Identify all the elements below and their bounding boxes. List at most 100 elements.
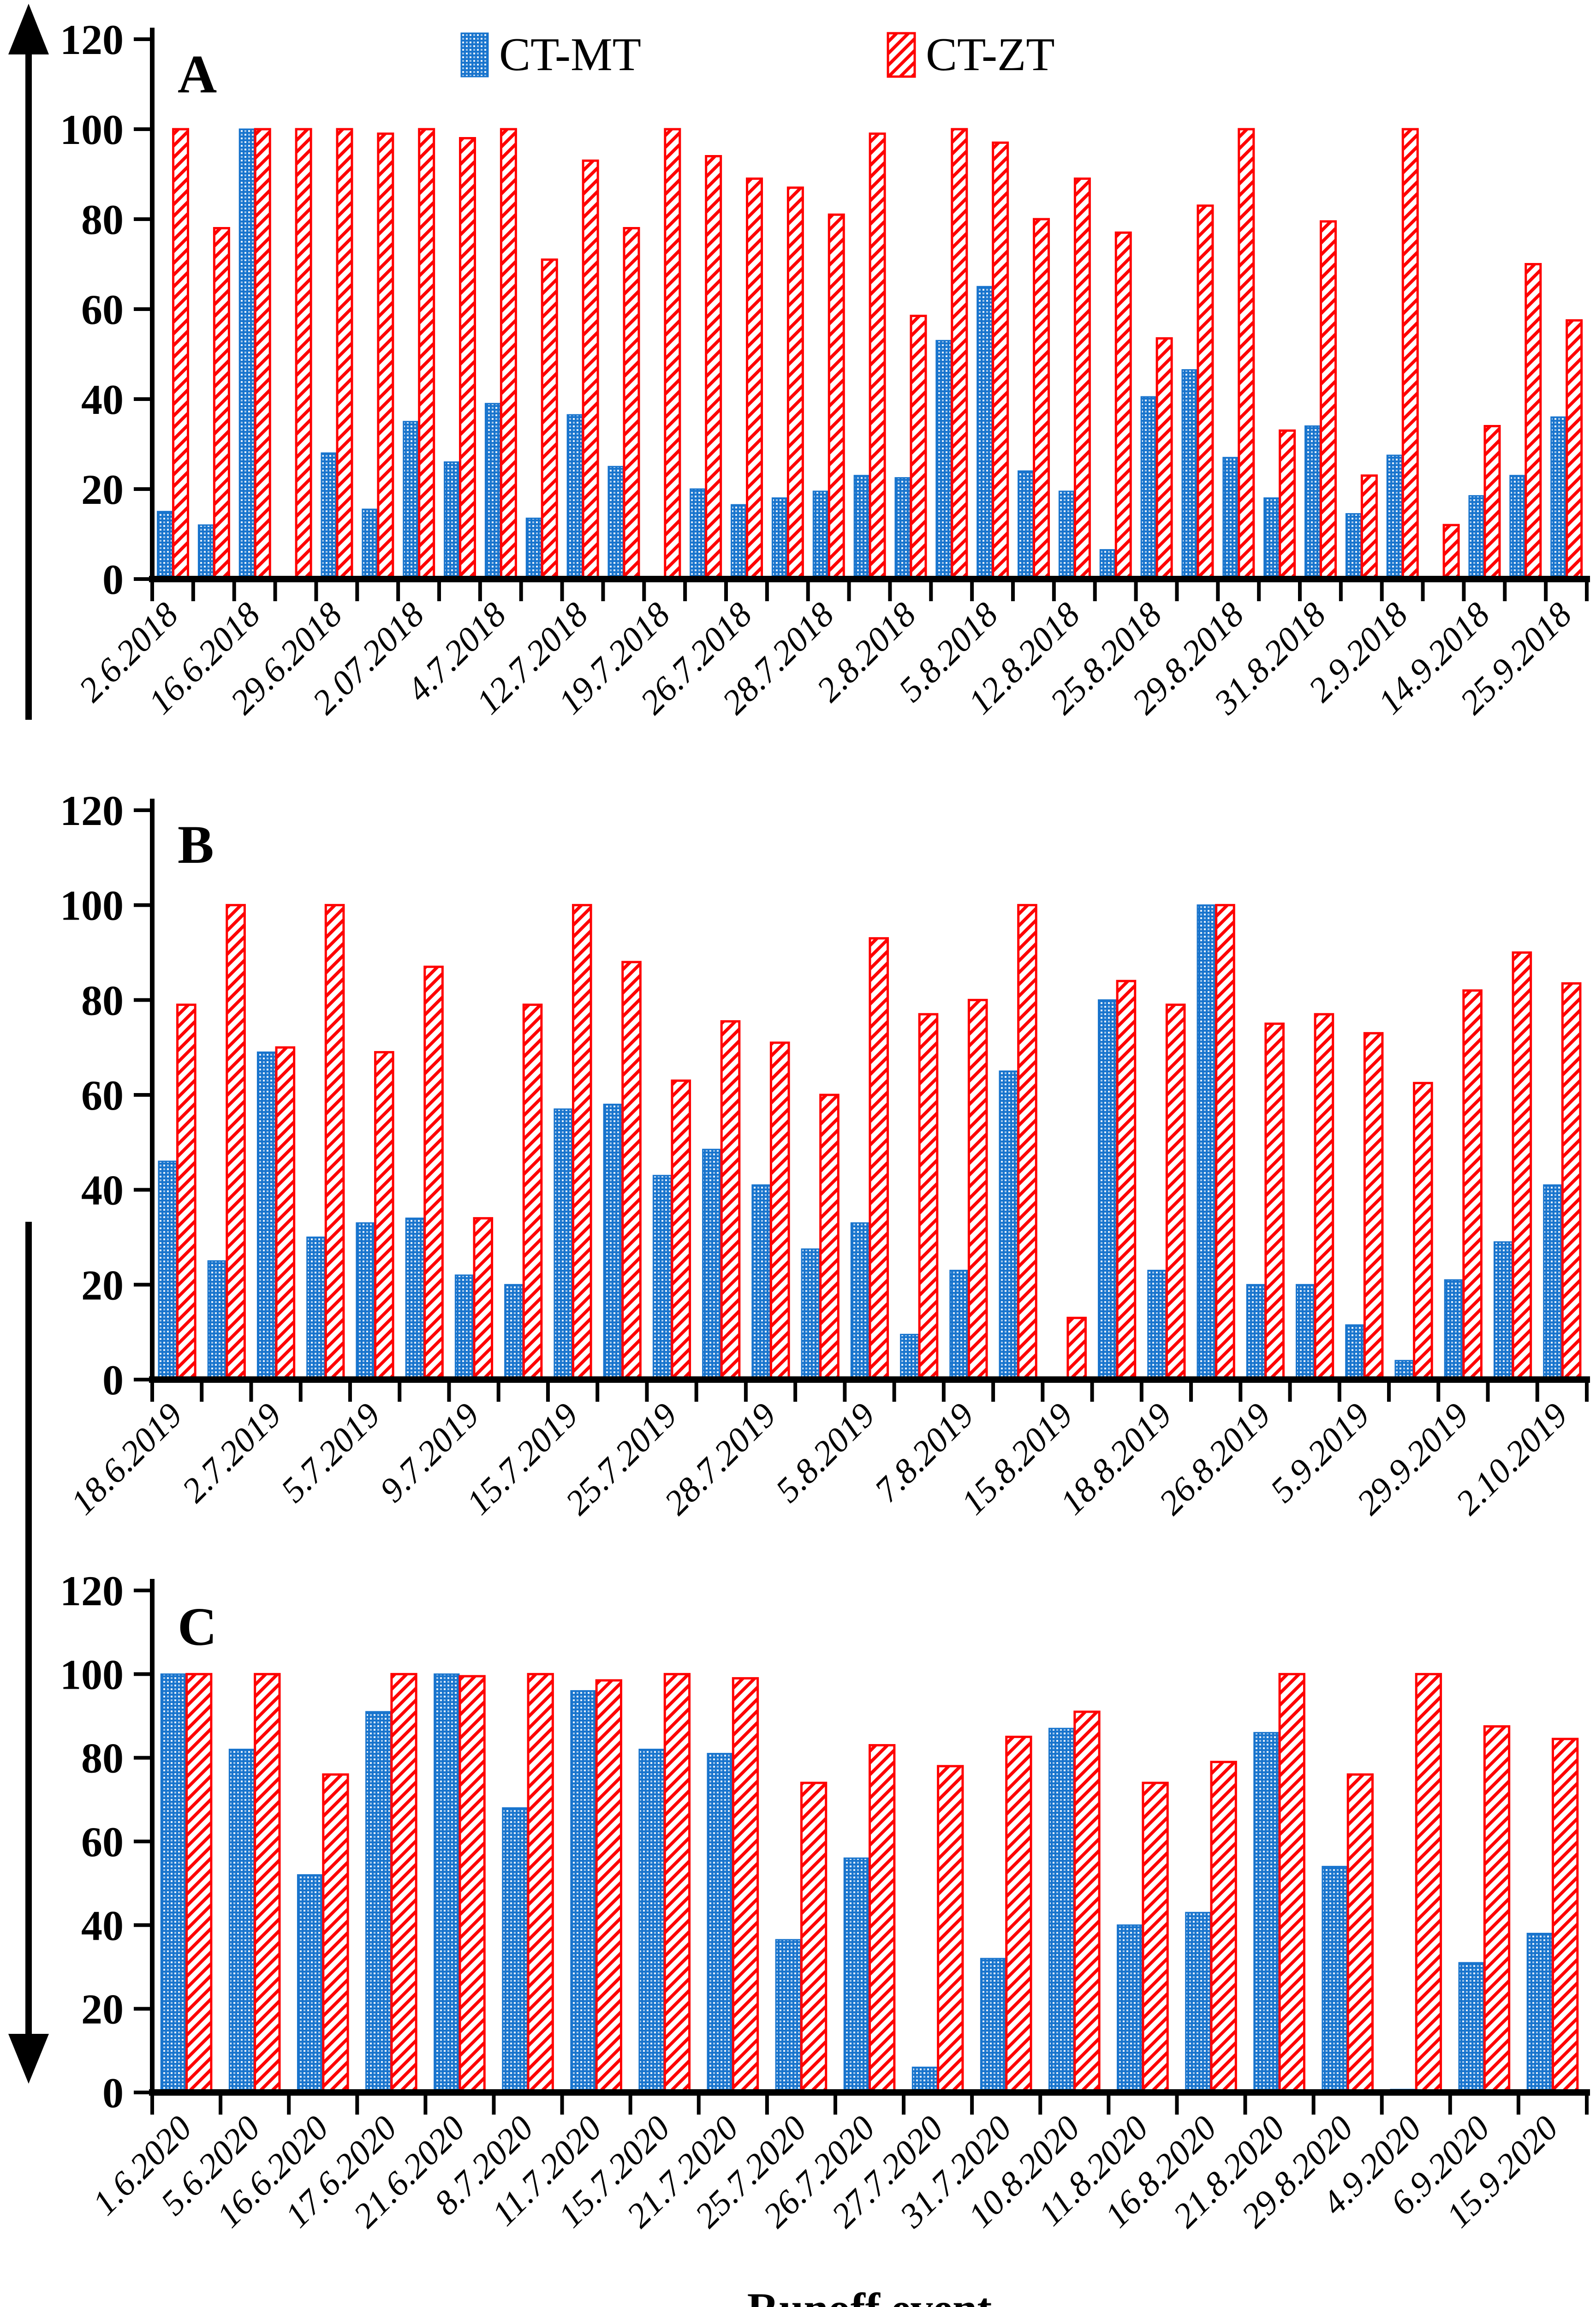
x-axis-title: Runoff event bbox=[152, 2283, 1587, 2307]
bar-ct-zt bbox=[418, 128, 435, 580]
bar-ct-zt bbox=[595, 1679, 622, 2094]
bar-ct-mt bbox=[949, 1269, 969, 1381]
x-axis-line bbox=[149, 2089, 1590, 2096]
bar-ct-mt bbox=[525, 517, 542, 580]
x-axis-tick bbox=[1243, 2092, 1247, 2115]
bar-ct-zt bbox=[1561, 982, 1582, 1381]
bar-ct-mt bbox=[812, 490, 829, 580]
x-tick-label: 5.7.2019 bbox=[274, 1396, 387, 1510]
bar-ct-mt bbox=[999, 1070, 1018, 1381]
x-tick-label: 5.8.2019 bbox=[768, 1396, 882, 1510]
bar-ct-mt bbox=[158, 1160, 178, 1381]
y-tick-label: 80 bbox=[81, 977, 124, 1024]
bar-ct-zt bbox=[1033, 218, 1050, 580]
bar-ct-mt bbox=[607, 466, 624, 580]
x-axis-tick bbox=[1090, 1380, 1094, 1402]
bar-ct-zt bbox=[275, 1046, 296, 1381]
bar-ct-zt bbox=[1512, 951, 1532, 1381]
bar-ct-zt bbox=[705, 155, 722, 580]
bar-ct-zt bbox=[522, 1004, 543, 1381]
x-axis-tick bbox=[843, 1380, 847, 1402]
x-axis-tick bbox=[150, 2092, 154, 2115]
bar-ct-mt bbox=[1550, 416, 1567, 580]
y-tick-label: 0 bbox=[102, 1357, 124, 1404]
x-axis-tick bbox=[1216, 579, 1220, 601]
bar-ct-zt bbox=[1551, 1738, 1579, 2094]
bar-ct-mt bbox=[1345, 513, 1362, 580]
x-axis-tick bbox=[847, 579, 851, 601]
bar-ct-zt bbox=[664, 128, 681, 580]
bar-ct-mt bbox=[1140, 396, 1157, 580]
y-axis-line bbox=[150, 1579, 155, 2096]
bar-ct-zt bbox=[213, 227, 230, 580]
bar-ct-mt bbox=[638, 1749, 665, 2093]
x-axis-tick bbox=[1462, 579, 1466, 601]
bar-ct-mt bbox=[775, 1939, 801, 2093]
x-axis-tick bbox=[806, 579, 810, 601]
x-axis-tick bbox=[601, 579, 605, 601]
x-axis-tick bbox=[150, 579, 154, 601]
bar-ct-mt bbox=[771, 497, 788, 580]
x-axis-tick bbox=[200, 1380, 204, 1402]
bar-ct-mt bbox=[1117, 1924, 1143, 2093]
bar-ct-zt bbox=[1142, 1781, 1169, 2094]
y-axis-tick bbox=[134, 1093, 152, 1097]
x-axis-tick bbox=[1337, 1380, 1341, 1402]
x-axis-tick bbox=[645, 1380, 649, 1402]
bar-ct-mt bbox=[566, 414, 583, 580]
x-axis-tick bbox=[287, 2092, 291, 2115]
bar-ct-mt bbox=[362, 508, 378, 580]
x-axis-tick bbox=[1387, 1380, 1391, 1402]
bar-ct-zt bbox=[1483, 1725, 1511, 2094]
bar-ct-zt bbox=[390, 1673, 417, 2094]
bar-ct-zt bbox=[869, 1744, 896, 2094]
x-axis-tick bbox=[298, 1380, 303, 1402]
y-axis-tick bbox=[134, 127, 152, 131]
bar-ct-mt bbox=[306, 1237, 326, 1381]
bar-ct-zt bbox=[185, 1673, 213, 2094]
x-axis-tick bbox=[437, 579, 441, 601]
y-tick-label: 0 bbox=[102, 556, 124, 603]
y-tick-label: 120 bbox=[60, 16, 124, 63]
x-axis-tick bbox=[1380, 2092, 1384, 2115]
y-axis-tick bbox=[134, 1589, 152, 1592]
bar-ct-zt bbox=[423, 965, 444, 1381]
bar-ct-mt bbox=[570, 1690, 596, 2093]
x-axis-tick bbox=[492, 2092, 496, 2115]
x-axis-tick bbox=[396, 579, 400, 601]
y-axis-tick bbox=[134, 397, 152, 401]
bar-ct-zt bbox=[226, 904, 246, 1381]
x-axis-tick bbox=[219, 2092, 223, 2115]
bar-ct-mt bbox=[1253, 1732, 1280, 2093]
bar-ct-mt bbox=[1493, 1241, 1513, 1381]
bar-ct-mt bbox=[405, 1217, 425, 1381]
legend-label-ct-mt: CT-MT bbox=[499, 29, 641, 81]
bar-ct-zt bbox=[769, 1041, 790, 1381]
x-axis-tick bbox=[314, 579, 318, 601]
bar-ct-zt bbox=[967, 998, 988, 1381]
bar-ct-zt bbox=[1314, 1013, 1334, 1381]
bar-ct-zt bbox=[663, 1673, 691, 2094]
bar-ct-zt bbox=[322, 1773, 349, 2094]
bar-ct-mt bbox=[1509, 475, 1526, 580]
x-axis-tick bbox=[1175, 579, 1179, 601]
x-axis-tick bbox=[793, 1380, 798, 1402]
y-tick-label: 100 bbox=[60, 882, 124, 929]
y-tick-label: 40 bbox=[81, 1167, 124, 1214]
bar-ct-zt bbox=[623, 227, 640, 580]
x-axis-tick bbox=[232, 579, 236, 601]
y-tick-label: 20 bbox=[81, 1986, 124, 2033]
y-tick-label: 20 bbox=[81, 466, 124, 513]
x-axis-tick bbox=[1038, 2092, 1042, 2115]
bar-ct-mt bbox=[403, 421, 419, 580]
bar-ct-zt bbox=[1017, 904, 1037, 1381]
bar-ct-zt bbox=[1363, 1032, 1384, 1381]
bar-ct-mt bbox=[801, 1248, 821, 1381]
x-axis-tick bbox=[694, 1380, 698, 1402]
bar-ct-mt bbox=[977, 286, 993, 580]
y-axis-tick bbox=[134, 2007, 152, 2011]
x-axis-tick bbox=[1288, 1380, 1292, 1402]
bar-ct-mt bbox=[365, 1711, 392, 2093]
bar-ct-mt bbox=[652, 1175, 672, 1381]
